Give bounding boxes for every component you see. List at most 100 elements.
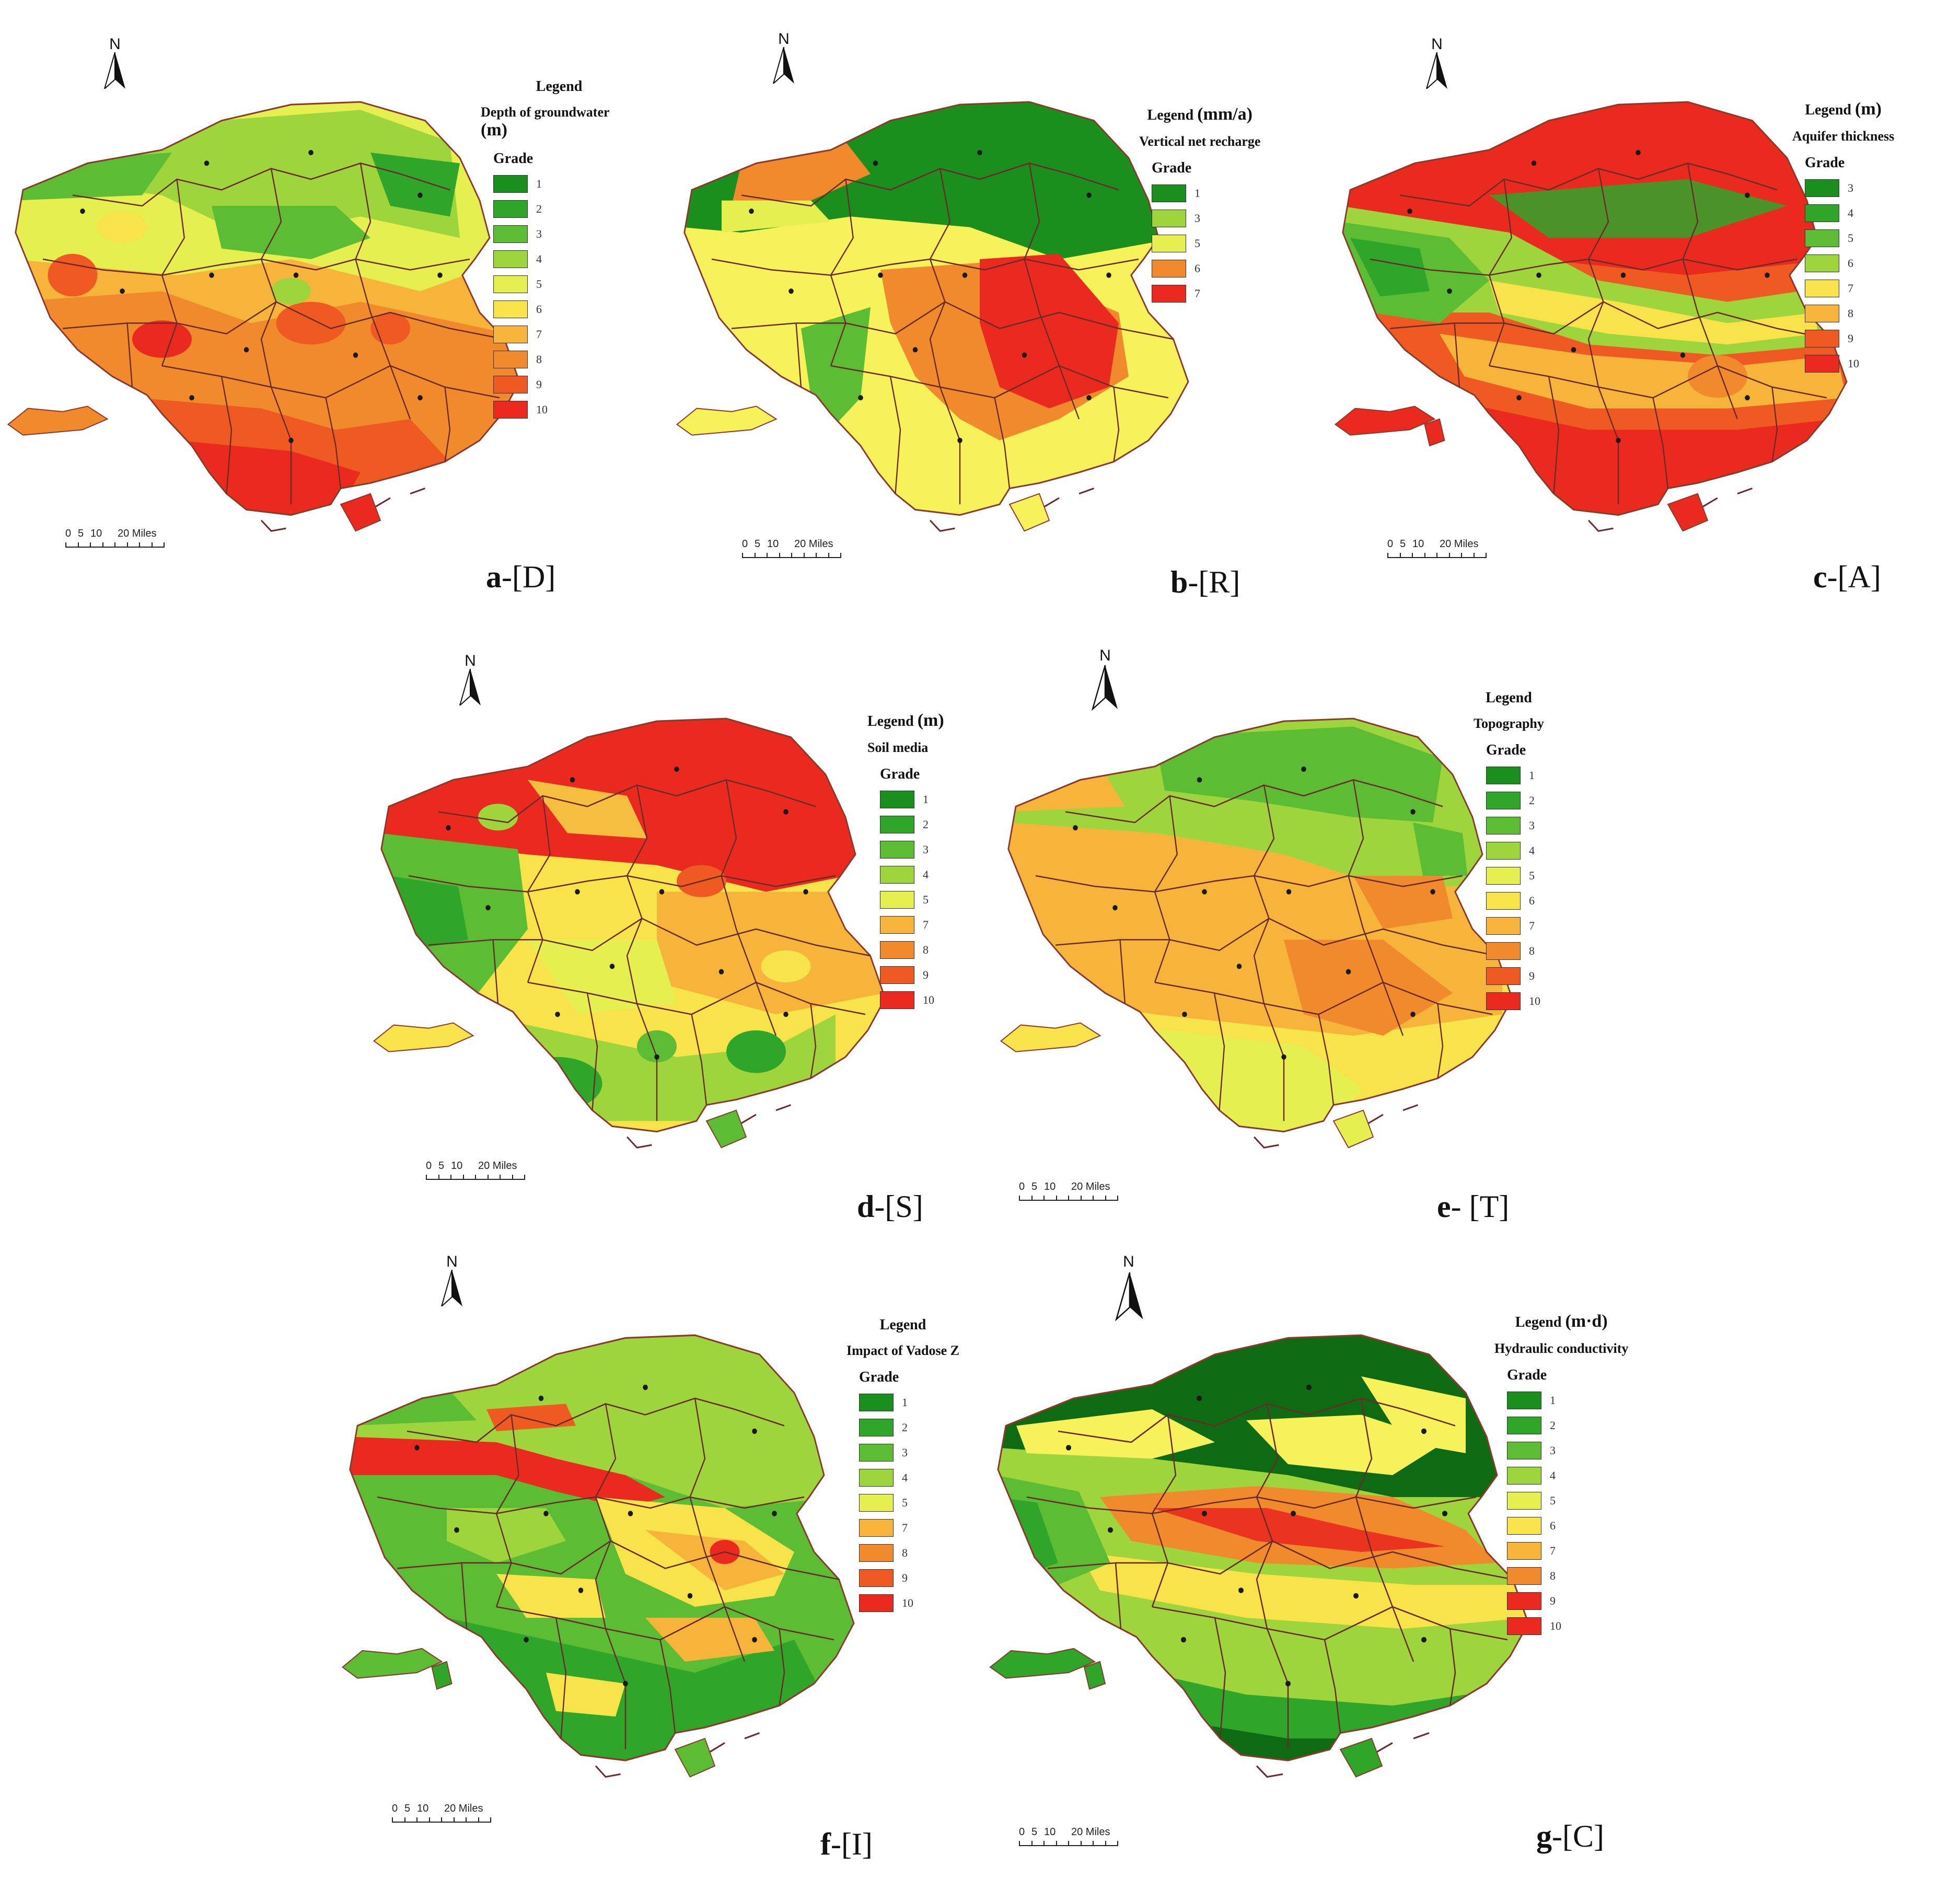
legend-row: 4	[880, 862, 944, 887]
legend-e: Legend Topography Grade 1 2 3 4 5 6 7 8 9 10	[1474, 690, 1544, 1014]
panel-code: -[D]	[502, 560, 556, 594]
legend-row: 9	[880, 963, 944, 988]
legend-grade-value: 3	[923, 843, 929, 856]
scale-bar-label: 20 Miles	[1071, 1826, 1110, 1838]
legend-swatch	[493, 275, 528, 293]
legend-grade-value: 10	[902, 1596, 913, 1609]
map-a-depth-of-groundwater	[7, 101, 520, 532]
legend-row: 4	[1486, 838, 1544, 863]
scale-bar-line	[1019, 1840, 1118, 1846]
scale-bar-label: 0	[1019, 1826, 1025, 1838]
legend-swatch	[1486, 992, 1521, 1010]
north-letter: N	[1431, 36, 1443, 53]
legend-grade-value: 9	[923, 968, 929, 981]
legend-f: Legend Impact of Vadose Z Grade 1 2 3 4 5 7 8 9…	[846, 1317, 959, 1616]
legend-swatch	[859, 1519, 894, 1537]
legend-grade-value: 5	[1848, 231, 1853, 245]
north-arrow: N	[1421, 37, 1453, 89]
north-letter: N	[465, 652, 476, 669]
legend-grade-label: Grade	[1507, 1367, 1547, 1383]
legend-row: 9	[1805, 326, 1894, 351]
legend-name: Vertical net recharge	[1139, 134, 1261, 149]
scale-bar-label: 5	[1031, 1826, 1038, 1838]
map-g-hydraulic-conductivity	[989, 1334, 1529, 1778]
scale-bar: 0 5 10 20 Miles	[1019, 1181, 1123, 1201]
legend-grade-value: 4	[1848, 206, 1853, 219]
scale-bar-labels: 0 5 10 20 Miles	[65, 528, 170, 541]
legend-swatch	[493, 200, 528, 218]
legend-grade-value: 10	[1550, 1619, 1561, 1632]
legend-grade-value: 5	[923, 893, 929, 906]
legend-grade-value: 5	[1529, 869, 1535, 882]
legend-grade-value: 8	[923, 943, 929, 956]
legend-row: 6	[1486, 888, 1544, 913]
legend-grade-value: 10	[536, 403, 548, 416]
scale-bar-label: 5	[404, 1803, 411, 1814]
panel-letter: e	[1437, 1189, 1451, 1224]
legend-swatch	[1152, 235, 1186, 252]
legend-row: 7	[859, 1515, 959, 1540]
legend-swatch	[493, 351, 528, 368]
legend-swatch	[1507, 1517, 1541, 1535]
legend-swatch	[880, 841, 914, 859]
scale-bar-label: 5	[78, 528, 84, 539]
legend-swatch	[1486, 967, 1521, 985]
legend-swatch	[859, 1419, 894, 1436]
legend-row: 1	[1507, 1388, 1628, 1413]
scale-bar-label: 20 Miles	[444, 1803, 483, 1814]
legend-title: Legend	[867, 713, 914, 729]
scale-bar-label: 5	[438, 1160, 445, 1172]
legend-unit: (mm/a)	[1197, 105, 1252, 124]
legend-swatch	[1805, 254, 1839, 272]
legend-title: Legend	[536, 78, 583, 95]
legend-grade-value: 4	[923, 868, 929, 881]
legend-grade-value: 4	[902, 1471, 908, 1484]
legend-swatch	[1805, 280, 1839, 297]
scale-bar-label: 0	[1019, 1181, 1025, 1192]
panel-label-e: e- [T]	[1437, 1189, 1509, 1225]
north-letter: N	[446, 1253, 458, 1270]
scale-bar-label: 0	[1387, 538, 1394, 550]
legend-swatch	[1507, 1467, 1541, 1485]
north-arrow-icon	[772, 47, 794, 84]
legend-grade-value: 3	[536, 227, 542, 240]
legend-swatch	[1507, 1542, 1541, 1560]
legend-row: 7	[880, 912, 944, 937]
north-arrow-icon	[1115, 1272, 1143, 1321]
legend-swatch	[880, 866, 914, 884]
legend-swatch	[1805, 305, 1839, 322]
legend-row: 8	[859, 1540, 959, 1566]
panel-letter: f	[820, 1827, 831, 1861]
legend-grade-value: 6	[1848, 257, 1853, 270]
legend-swatch	[1805, 229, 1839, 247]
panel-label-g: g-[C]	[1536, 1818, 1604, 1854]
scale-bar-label: 20 Miles	[478, 1160, 517, 1172]
legend-swatch	[1486, 842, 1521, 860]
north-letter: N	[778, 30, 790, 48]
legend-d: Legend (m) Soil media Grade 1 2 3 4 5 7 8 9 10	[867, 711, 944, 1013]
scale-bar-labels: 0 5 10 20 Miles	[1019, 1826, 1123, 1840]
legend-row: 7	[1507, 1538, 1628, 1563]
legend-row: 8	[1486, 938, 1544, 964]
legend-row: 9	[859, 1566, 959, 1591]
scale-bar-label: 5	[1400, 538, 1406, 550]
legend-row: 6	[1805, 251, 1894, 276]
legend-swatch	[1152, 184, 1186, 202]
north-arrow: N	[455, 653, 486, 705]
legend-swatch	[493, 300, 528, 318]
legend-row: 3	[493, 222, 637, 247]
legend-row: 2	[493, 196, 637, 222]
legend-row: 10	[859, 1591, 959, 1616]
scale-bar-line	[65, 541, 165, 548]
legend-grade-value: 9	[1848, 332, 1853, 345]
legend-row: 2	[1507, 1413, 1628, 1438]
north-arrow: N	[768, 31, 799, 84]
legend-swatch	[880, 816, 914, 833]
scale-bar-labels: 0 5 10 20 Miles	[742, 538, 846, 552]
scale-bar-labels: 0 5 10 20 Miles	[426, 1160, 530, 1174]
legend-grade-value: 9	[902, 1571, 908, 1584]
legend-grade-value: 7	[923, 918, 929, 931]
legend-swatch	[493, 401, 528, 419]
panel-label-a: a-[D]	[486, 559, 555, 595]
north-arrow: N	[99, 37, 131, 89]
